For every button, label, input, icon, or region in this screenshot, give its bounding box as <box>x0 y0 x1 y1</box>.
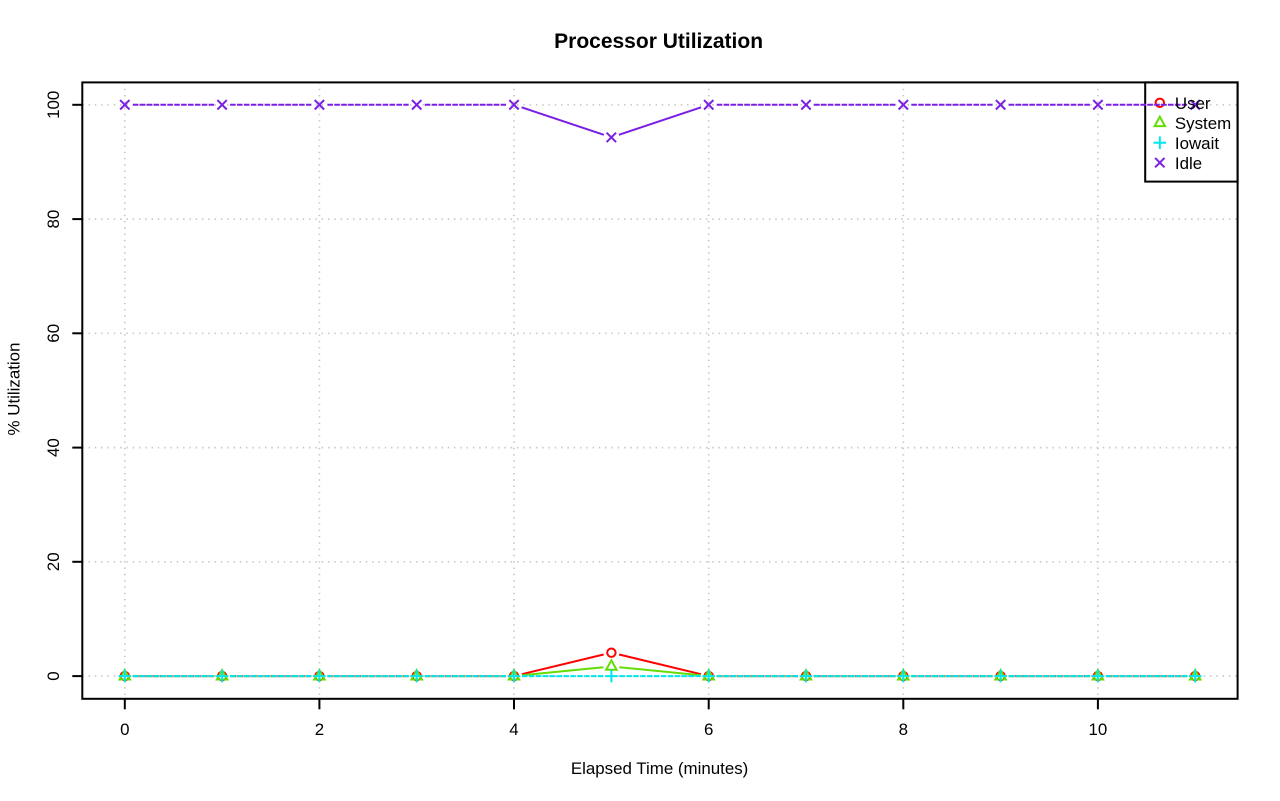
svg-text:2: 2 <box>315 720 324 739</box>
svg-text:8: 8 <box>899 720 908 739</box>
svg-text:Elapsed Time (minutes): Elapsed Time (minutes) <box>571 759 748 778</box>
svg-text:Iowait: Iowait <box>1175 134 1219 153</box>
svg-text:6: 6 <box>704 720 713 739</box>
svg-text:0: 0 <box>120 720 129 739</box>
svg-text:60: 60 <box>44 324 63 343</box>
svg-text:10: 10 <box>1089 720 1108 739</box>
svg-text:Idle: Idle <box>1175 154 1202 173</box>
svg-text:4: 4 <box>509 720 518 739</box>
svg-text:0: 0 <box>44 671 63 680</box>
svg-text:% Utilization: % Utilization <box>5 343 24 436</box>
svg-text:80: 80 <box>44 210 63 229</box>
svg-text:User: User <box>1175 94 1211 113</box>
svg-text:100: 100 <box>44 91 63 119</box>
svg-text:Processor Utilization: Processor Utilization <box>554 30 763 53</box>
svg-text:System: System <box>1175 114 1231 133</box>
svg-text:40: 40 <box>44 438 63 457</box>
svg-text:20: 20 <box>44 552 63 571</box>
